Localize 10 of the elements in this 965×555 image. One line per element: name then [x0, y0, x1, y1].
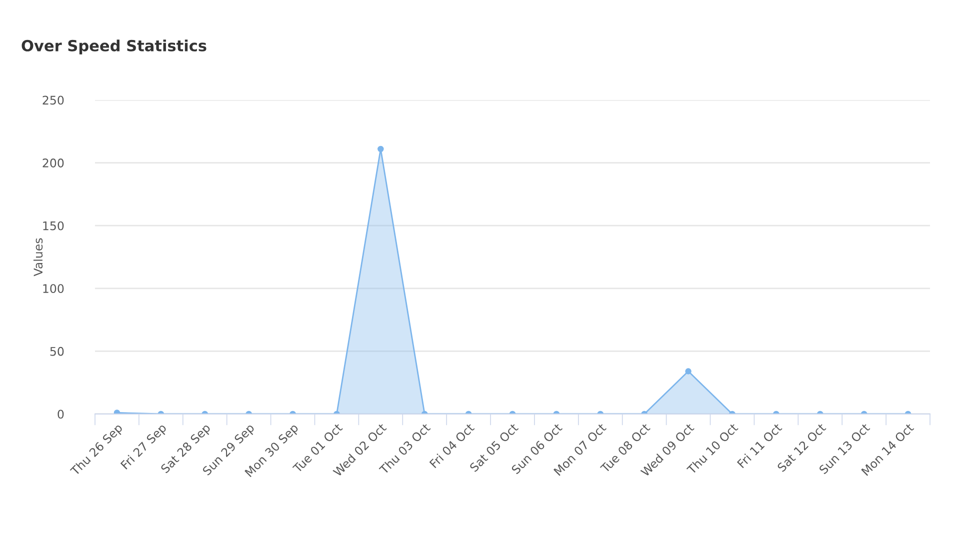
point	[685, 368, 692, 374]
chart-title: Over Speed Statistics	[22, 40, 206, 54]
y-tick-label: 100	[43, 284, 64, 294]
y-axis-title: Values	[33, 238, 43, 276]
y-tick-label: 50	[50, 346, 64, 356]
y-tick-label: 150	[43, 221, 64, 230]
y-tick-label: 0	[58, 410, 64, 419]
y-tick-label: 250	[42, 96, 64, 105]
point	[378, 146, 384, 152]
y-tick-label: 200	[42, 158, 64, 168]
